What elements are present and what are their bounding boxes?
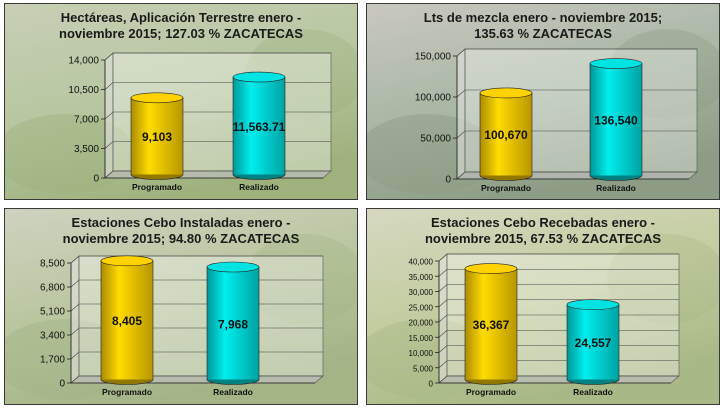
y-tick-label: 8,500 — [40, 259, 65, 270]
gridline — [104, 52, 331, 61]
gridline — [70, 255, 323, 264]
chart-title: Estaciones Cebo Recebadas enero - noviem… — [424, 215, 661, 246]
chart-panel-cebo-recebadas: 0 5,000 10,000 15,000 20,000 25,000 30,000 35,0… — [366, 208, 720, 405]
y-tick-label: 150,000 — [415, 52, 452, 63]
x-tick-label: Programado — [481, 183, 531, 193]
y-tick-label: 5,000 — [413, 364, 434, 373]
plot-side-wall — [456, 48, 466, 180]
chart-svg-cebo-instaladas: 0 1,700 3,400 5,100 6,800 8,500 8,405 Programad… — [5, 209, 357, 404]
chart-svg-cebo-recebadas: 0 5,000 10,000 15,000 20,000 25,000 30,000 35,0… — [367, 209, 719, 404]
data-label: 36,367 — [473, 318, 510, 332]
bar-programado — [464, 263, 518, 385]
chart-title: Estaciones Cebo Instaladas enero - novie… — [62, 215, 300, 246]
x-tick-label: Realizado — [239, 182, 279, 192]
y-tick-label: 100,000 — [415, 93, 452, 104]
y-tick-label: 6,800 — [40, 283, 65, 294]
chart-panel-cebo-instaladas: 0 1,700 3,400 5,100 6,800 8,500 8,405 Programad… — [4, 208, 358, 405]
x-tick-label: Realizado — [573, 387, 613, 397]
gridline — [438, 268, 679, 277]
x-tick-label: Programado — [132, 182, 182, 192]
chart-svg-hectareas: 0 3,500 7,000 10,500 14,000 9,103 Programado 11… — [5, 4, 357, 199]
y-tick-label: 20,000 — [409, 319, 434, 328]
y-tick-label: 5,100 — [40, 307, 65, 318]
bar-programado — [130, 92, 184, 180]
y-tick-label: 15,000 — [409, 334, 434, 343]
y-tick-label: 35,000 — [409, 273, 434, 282]
panel-background — [367, 209, 719, 404]
x-tick-label: Realizado — [596, 183, 636, 193]
gridline — [438, 284, 679, 292]
x-tick-label: Programado — [102, 387, 152, 397]
panel-background — [367, 4, 719, 199]
y-tick-label: 10,500 — [68, 85, 99, 96]
chart-panel-lts-mezcla: 0 50,000 100,000 150,000 100,670 Programado 13… — [366, 3, 720, 200]
data-label: 100,670 — [484, 128, 528, 142]
panel-background — [5, 209, 357, 404]
chart-title: Hectáreas, Aplicación Terrestre enero - … — [59, 10, 303, 41]
bar-realizado — [589, 58, 643, 181]
plot-side-wall — [70, 255, 80, 384]
y-tick-label: 40,000 — [409, 258, 434, 267]
gridline — [438, 253, 679, 262]
bar-realizado — [206, 261, 260, 385]
y-tick-label: 0 — [93, 174, 99, 185]
bar-programado — [479, 87, 533, 181]
x-tick-label: Programado — [466, 387, 516, 397]
y-tick-label: 14,000 — [68, 56, 99, 67]
data-label: 9,103 — [142, 130, 172, 144]
data-label: 136,540 — [594, 114, 638, 128]
gridline — [456, 48, 697, 57]
y-tick-label: 3,500 — [74, 144, 99, 155]
y-tick-label: 50,000 — [420, 134, 451, 145]
bar-realizado — [232, 71, 286, 180]
data-label: 8,405 — [112, 314, 142, 328]
data-label: 7,968 — [218, 317, 248, 331]
chart-svg-lts-mezcla: 0 50,000 100,000 150,000 100,670 Programado 13… — [367, 4, 719, 199]
y-tick-label: 10,000 — [409, 349, 434, 358]
y-tick-label: 7,000 — [74, 115, 99, 126]
y-tick-label: 0 — [59, 379, 65, 390]
data-label: 24,557 — [575, 336, 612, 350]
background-blob — [607, 234, 719, 324]
x-tick-label: Realizado — [213, 387, 253, 397]
y-tick-label: 30,000 — [409, 288, 434, 297]
chart-title: Lts de mezcla enero - noviembre 2015; 13… — [423, 10, 663, 41]
y-tick-label: 3,400 — [40, 331, 65, 342]
y-tick-label: 0 — [429, 380, 434, 389]
bar-programado — [100, 255, 154, 385]
background-blob — [245, 234, 357, 324]
y-tick-label: 25,000 — [409, 303, 434, 312]
data-label: 11,563.71 — [233, 120, 286, 134]
y-tick-label: 1,700 — [40, 355, 65, 366]
background-blob — [5, 114, 135, 194]
bar-realizado — [566, 299, 620, 385]
y-tick-label: 0 — [445, 175, 451, 186]
chart-panel-hectareas: 0 3,500 7,000 10,500 14,000 9,103 Programado 11… — [4, 3, 358, 200]
